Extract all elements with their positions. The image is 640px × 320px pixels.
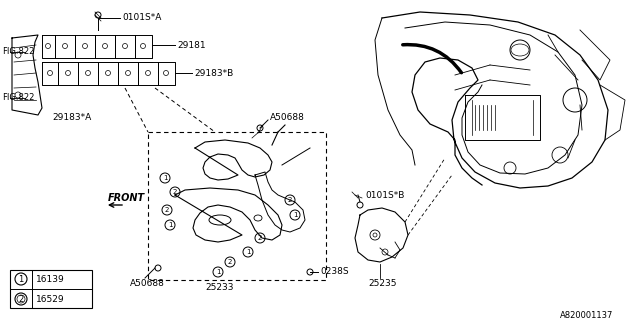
Text: 2: 2 <box>288 197 292 203</box>
Text: 29183*B: 29183*B <box>194 68 233 77</box>
Text: 0238S: 0238S <box>320 268 349 276</box>
Text: FIG.822: FIG.822 <box>2 93 35 102</box>
Text: 1: 1 <box>216 269 220 275</box>
Text: A820001137: A820001137 <box>560 310 613 319</box>
Text: 29181: 29181 <box>177 41 205 50</box>
Text: 1: 1 <box>292 212 297 218</box>
Text: 2: 2 <box>173 189 177 195</box>
Text: 1: 1 <box>19 275 24 284</box>
Text: 1: 1 <box>163 175 167 181</box>
Text: 2: 2 <box>258 235 262 241</box>
Text: FRONT: FRONT <box>108 193 145 203</box>
Text: 1: 1 <box>168 222 172 228</box>
Text: 16529: 16529 <box>36 294 65 303</box>
Text: A50688: A50688 <box>270 114 305 123</box>
Text: 0101S*A: 0101S*A <box>122 13 161 22</box>
Text: 1: 1 <box>246 249 250 255</box>
Text: 16139: 16139 <box>36 275 65 284</box>
Text: 25233: 25233 <box>205 284 234 292</box>
Bar <box>148 132 326 280</box>
Text: 29183*A: 29183*A <box>52 114 92 123</box>
Text: 0101S*B: 0101S*B <box>365 190 404 199</box>
Text: FIG.822: FIG.822 <box>2 47 35 57</box>
Text: 2: 2 <box>19 294 24 303</box>
Text: 2: 2 <box>228 259 232 265</box>
Bar <box>10 270 92 308</box>
Text: A50688: A50688 <box>130 278 165 287</box>
Text: 25235: 25235 <box>368 278 397 287</box>
Text: 2: 2 <box>165 207 169 213</box>
